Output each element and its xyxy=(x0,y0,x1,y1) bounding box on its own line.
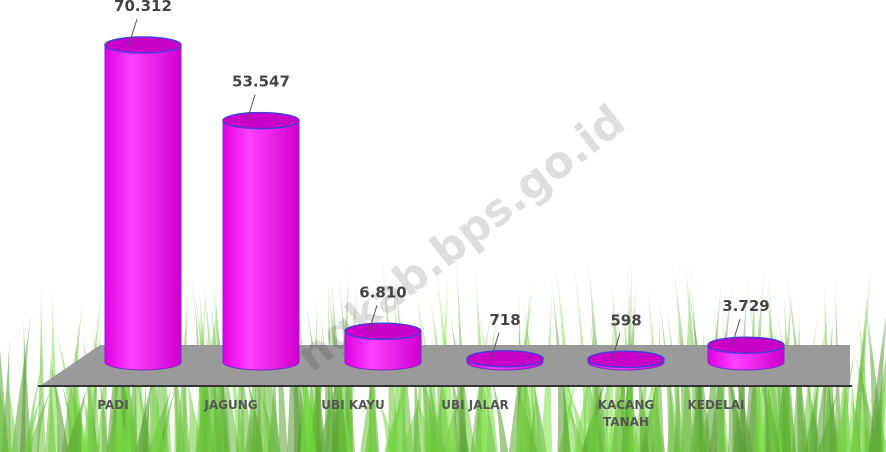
cylinder-body xyxy=(105,45,181,370)
x-tick-label: JAGUNG xyxy=(203,398,257,412)
cylinder-top xyxy=(345,323,421,339)
page: {"chart_data": {"type": "bar", "categori… xyxy=(0,0,886,452)
cylinder-body xyxy=(223,121,299,370)
cylinder-top xyxy=(588,351,664,367)
cylinder-top xyxy=(708,337,784,353)
value-label: 718 xyxy=(489,311,520,329)
cylinder-top xyxy=(467,351,543,367)
value-label: 70.312 xyxy=(114,0,172,15)
x-tick-label: KEDELAI xyxy=(687,398,744,412)
x-tick-label: PADI xyxy=(97,398,128,412)
value-label: 3.729 xyxy=(722,297,769,315)
cylinder-top xyxy=(223,113,299,129)
value-label: 6.810 xyxy=(359,283,406,301)
chart: ngkab.bps.go.id 70.312PADI53.547JAGUNG6.… xyxy=(0,0,886,452)
value-label: 53.547 xyxy=(232,73,290,91)
x-tick-label: TANAH xyxy=(603,415,649,429)
x-tick-label: UBI KAYU xyxy=(321,398,384,412)
x-tick-label: KACANG xyxy=(598,398,655,412)
value-label: 598 xyxy=(610,311,641,329)
x-tick-label: UBI JALAR xyxy=(441,398,508,412)
cylinder-top xyxy=(105,37,181,53)
